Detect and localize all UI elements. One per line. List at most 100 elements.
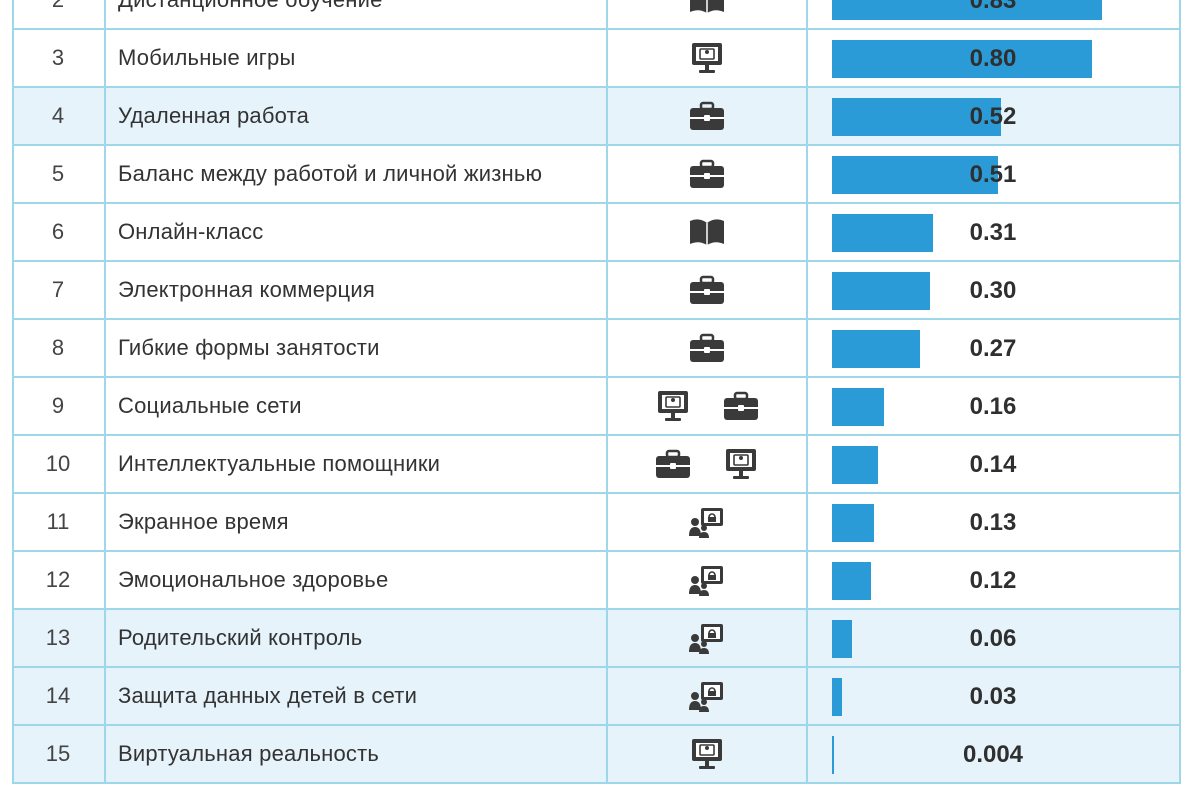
row-icons xyxy=(606,0,806,28)
row-label: Электронная коммерция xyxy=(104,262,618,318)
family-lock-icon xyxy=(687,562,727,598)
row-rank: 7 xyxy=(51,277,65,302)
row-icons xyxy=(606,668,806,724)
table-row: 5 Баланс между работой и личной жизнью 0.5… xyxy=(14,146,1179,204)
table-row: 13 Родительский контроль 0.06 xyxy=(14,610,1179,668)
bar-cell: 0.30 xyxy=(806,262,1181,318)
row-rank: 4 xyxy=(51,103,65,128)
bar-mark xyxy=(832,330,920,368)
table-row: 4 Удаленная работа 0.52 xyxy=(14,88,1179,146)
row-label: Онлайн-класс xyxy=(104,204,618,260)
row-icons xyxy=(606,204,806,260)
row-rank: 15 xyxy=(45,741,71,766)
ranking-table: 2Дистанционное обучение 0.83 3 Мобильные иг… xyxy=(12,0,1181,784)
bar-value-label: 0.13 xyxy=(969,509,1017,536)
monitor-icon xyxy=(687,40,727,76)
table-row: 12 Эмоциональное здоровье 0.12 xyxy=(14,552,1179,610)
table-row: 10 Интеллектуальные помощники 0.14 xyxy=(14,436,1179,494)
family-lock-icon xyxy=(687,620,727,656)
bar-value-label: 0.80 xyxy=(969,45,1017,72)
row-label: Интеллектуальные помощники xyxy=(104,436,618,492)
row-label: Дистанционное обучение xyxy=(104,0,618,28)
bar-value-label: 0.30 xyxy=(969,277,1017,304)
row-icons xyxy=(606,494,806,550)
bar-value-label: 0.14 xyxy=(969,451,1017,478)
row-rank: 6 xyxy=(51,219,65,244)
bar-value-label: 0.51 xyxy=(969,161,1017,188)
bar-cell: 0.13 xyxy=(806,494,1181,550)
bar-value-label: 0.27 xyxy=(969,335,1017,362)
row-icons xyxy=(606,146,806,202)
briefcase-icon xyxy=(687,156,727,192)
row-rank: 3 xyxy=(51,45,65,70)
bar-cell: 0.03 xyxy=(806,668,1181,724)
row-icons xyxy=(606,436,806,492)
briefcase-icon xyxy=(687,272,727,308)
row-rank: 9 xyxy=(51,393,65,418)
row-rank: 8 xyxy=(51,335,65,360)
row-rank: 11 xyxy=(46,509,70,534)
book-icon xyxy=(687,214,727,250)
row-label: Виртуальная реальность xyxy=(104,726,618,782)
row-label: Защита данных детей в сети xyxy=(104,668,618,724)
monitor-icon xyxy=(721,446,761,482)
briefcase-icon xyxy=(721,388,761,424)
row-label: Мобильные игры xyxy=(104,30,618,86)
table-row: 7 Электронная коммерция 0.30 xyxy=(14,262,1179,320)
bar-cell: 0.31 xyxy=(806,204,1181,260)
bar-cell: 0.12 xyxy=(806,552,1181,608)
bar-mark xyxy=(832,0,1102,20)
row-icons xyxy=(606,726,806,782)
bar-value-label: 0.12 xyxy=(969,567,1017,594)
briefcase-icon xyxy=(687,330,727,366)
family-lock-icon xyxy=(687,678,727,714)
bar-mark xyxy=(832,272,930,310)
table-row: 15 Виртуальная реальность 0.004 xyxy=(14,726,1179,782)
bar-mark xyxy=(832,736,834,774)
bar-cell: 0.16 xyxy=(806,378,1181,434)
bar-value-label: 0.16 xyxy=(969,393,1017,420)
row-label: Экранное время xyxy=(104,494,618,550)
bar-mark xyxy=(832,98,1002,136)
row-rank: 2 xyxy=(14,0,102,28)
row-icons xyxy=(606,378,806,434)
bar-cell: 0.51 xyxy=(806,146,1181,202)
row-icons xyxy=(606,320,806,376)
row-label: Удаленная работа xyxy=(104,88,618,144)
bar-cell: 0.52 xyxy=(806,88,1181,144)
bar-mark xyxy=(832,504,875,542)
bar-mark xyxy=(832,620,852,658)
book-icon xyxy=(687,0,727,18)
monitor-icon xyxy=(653,388,693,424)
table-row: 14 Защита данных детей в сети 0.03 xyxy=(14,668,1179,726)
table-row: 2Дистанционное обучение 0.83 xyxy=(14,0,1179,30)
bar-cell: 0.83 xyxy=(806,0,1181,28)
bar-mark xyxy=(832,388,885,426)
row-icons xyxy=(606,552,806,608)
bar-value-label: 0.03 xyxy=(969,683,1017,710)
bar-cell: 0.80 xyxy=(806,30,1181,86)
row-label: Баланс между работой и личной жизнью xyxy=(104,146,618,202)
row-rank: 13 xyxy=(45,625,71,650)
row-rank: 5 xyxy=(51,161,65,186)
row-label: Гибкие формы занятости xyxy=(104,320,618,376)
bar-mark xyxy=(832,562,872,600)
table-row: 3 Мобильные игры 0.80 xyxy=(14,30,1179,88)
table-row: 8 Гибкие формы занятости 0.27 xyxy=(14,320,1179,378)
row-rank: 10 xyxy=(45,451,71,476)
bar-mark xyxy=(832,214,933,252)
bar-value-label: 0.83 xyxy=(969,0,1017,14)
monitor-icon xyxy=(687,736,727,772)
row-icons xyxy=(606,262,806,318)
briefcase-icon xyxy=(687,98,727,134)
bar-cell: 0.27 xyxy=(806,320,1181,376)
bar-value-label: 0.004 xyxy=(962,741,1024,768)
bar-mark xyxy=(832,156,998,194)
bar-cell: 0.004 xyxy=(806,726,1181,782)
bar-mark xyxy=(832,678,842,716)
row-icons xyxy=(606,610,806,666)
row-rank: 12 xyxy=(45,567,71,592)
row-label: Социальные сети xyxy=(104,378,618,434)
bar-value-label: 0.06 xyxy=(969,625,1017,652)
table-row: 9 Социальные сети 0.16 xyxy=(14,378,1179,436)
